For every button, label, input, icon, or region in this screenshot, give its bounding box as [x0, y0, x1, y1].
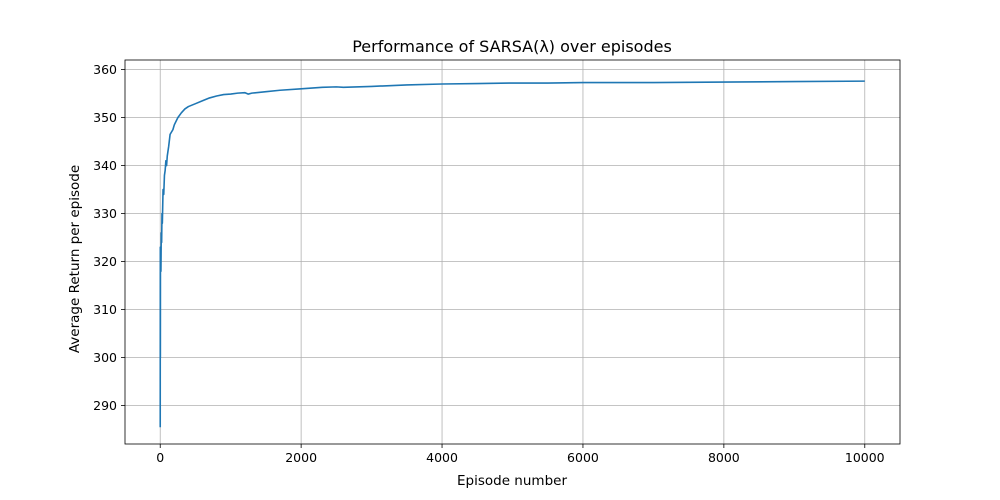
- chart-title: Performance of SARSA(λ) over episodes: [352, 37, 672, 56]
- ticks: 0 2000 4000 6000 8000 10000 290 300 310 320 330 340…: [93, 62, 885, 465]
- y-axis-label: Average Return per episode: [67, 165, 83, 353]
- series-layer: [159, 80, 865, 428]
- x-tick-label: 0: [156, 450, 164, 465]
- y-tick-label: 290: [93, 398, 117, 413]
- y-tick-label: 320: [93, 254, 117, 269]
- y-tick-label: 360: [93, 62, 117, 77]
- y-tick-label: 330: [93, 206, 117, 221]
- x-axis-label: Episode number: [457, 473, 567, 489]
- x-tick-label: 2000: [285, 450, 317, 465]
- plot-frame: [124, 59, 901, 445]
- grid: [125, 60, 900, 444]
- y-tick-label: 300: [93, 350, 117, 365]
- y-tick-label: 350: [93, 110, 117, 125]
- axes: [124, 59, 901, 445]
- series-line: [159, 80, 865, 428]
- x-tick-label: 6000: [567, 450, 599, 465]
- y-tick-label: 310: [93, 302, 117, 317]
- y-tick-label: 340: [93, 158, 117, 173]
- x-tick-label: 10000: [845, 450, 885, 465]
- x-tick-label: 8000: [708, 450, 740, 465]
- x-tick-label: 4000: [426, 450, 458, 465]
